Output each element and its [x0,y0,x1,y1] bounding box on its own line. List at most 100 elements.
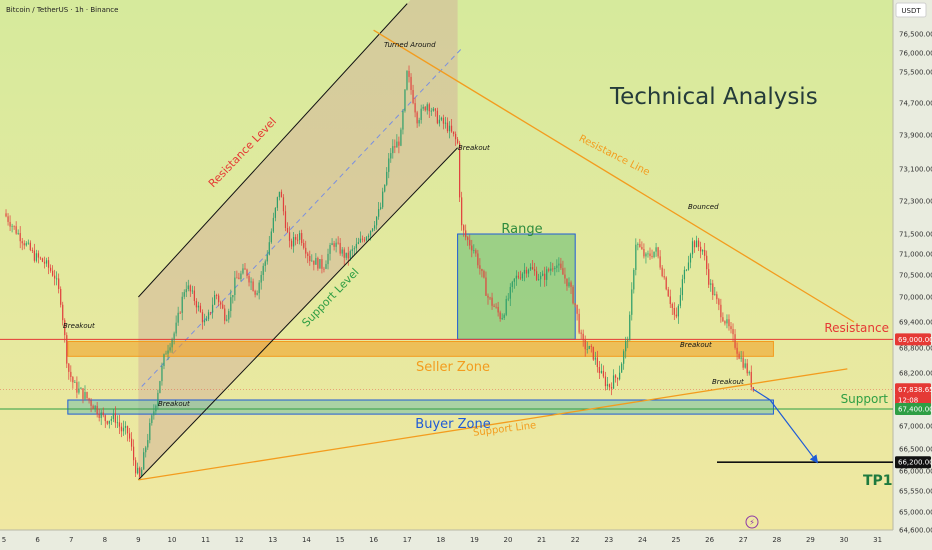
candle-body [60,288,62,305]
candle-body [525,269,528,274]
support-trendline [138,368,848,481]
candle-body [135,460,137,474]
candle-body [100,412,102,418]
candle-body [671,304,673,308]
candle-body [185,289,187,293]
candle-body [428,104,430,112]
currency-badge[interactable] [895,2,927,18]
candle-body [438,119,440,124]
candle-body [430,110,432,112]
candle-body [416,112,418,124]
candle-body [515,275,517,279]
candle-body [457,139,459,144]
candle-body [51,270,54,276]
candle-body [325,264,327,269]
candle-body [80,388,82,390]
candle-body [693,241,696,248]
candle-body [570,282,572,287]
candle-body [736,347,738,354]
candle-body [64,320,66,336]
candle-body [337,242,339,244]
candle-body [226,319,228,321]
candle-body [695,240,698,248]
candle-body [538,279,540,281]
candle-body [365,237,368,241]
candle-body [240,273,242,279]
candle-body [327,253,329,265]
candle-body [614,375,617,378]
y-tick-label: 64,600.00 [899,527,932,535]
candle-body [746,363,748,374]
candle-body [47,260,50,268]
candle-body [329,245,331,254]
candle-body [54,275,56,279]
candle-body [94,405,96,410]
candle-body [70,371,72,378]
candle-body [398,141,400,146]
candle-body [62,304,64,321]
candle-body [179,312,181,314]
candle-body [177,312,179,323]
candle-body [25,243,27,246]
candle-body [193,290,195,302]
x-tick-label: 21 [537,536,546,544]
candle-body [118,422,121,427]
candle-body [681,279,684,296]
candle-body [351,249,353,252]
lightning-icon[interactable]: ⚡ [745,515,759,529]
candle-body [197,305,200,308]
candle-body [706,255,708,270]
candle-body [610,387,613,389]
candle-body [412,90,414,104]
candle-body [13,225,15,227]
candle-body [199,305,202,313]
candle-body [27,242,29,244]
candle-body [363,239,366,241]
candle-body [149,422,151,441]
candle-body [606,384,609,387]
range-label: Range [501,222,542,237]
price-badge-label: 67,400.00 [898,406,932,414]
candle-body [88,398,90,401]
y-tick-label: 71,500.00 [899,231,932,239]
candle-body [361,238,364,240]
candle-body [523,269,526,274]
x-tick-label: 28 [772,536,781,544]
candle-body [299,233,301,240]
candle-body [321,259,323,269]
candle-body [448,125,451,132]
candle-body [380,207,382,210]
candle-body [497,306,499,313]
resistance-label: Resistance [824,321,889,335]
candle-body [582,333,584,341]
candle-body [264,261,266,266]
x-tick-label: 13 [268,536,277,544]
candle-body [165,353,167,355]
candle-body [720,304,722,318]
candle-body [560,263,562,269]
y-tick-label: 73,100.00 [899,166,932,174]
candle-body [633,269,635,290]
price-badge-label: 12:08 [898,397,918,405]
candle-body [145,447,147,453]
candle-body [700,246,702,252]
candle-body [708,269,710,285]
candle-body [262,265,264,275]
time-axis-panel [0,530,932,550]
candle-body [130,438,133,447]
candle-body [667,289,669,297]
candle-body [718,299,720,305]
candle-body [155,405,157,412]
candle-body [564,274,566,279]
candle-body [373,225,376,229]
candle-body [596,357,598,368]
candle-body [493,305,495,307]
candle-body [716,294,718,300]
candle-body [376,216,378,226]
candle-body [661,267,663,277]
candle-body [485,277,487,296]
x-tick-label: 14 [302,536,311,544]
candle-body [752,387,754,391]
x-tick-label: 29 [806,536,815,544]
